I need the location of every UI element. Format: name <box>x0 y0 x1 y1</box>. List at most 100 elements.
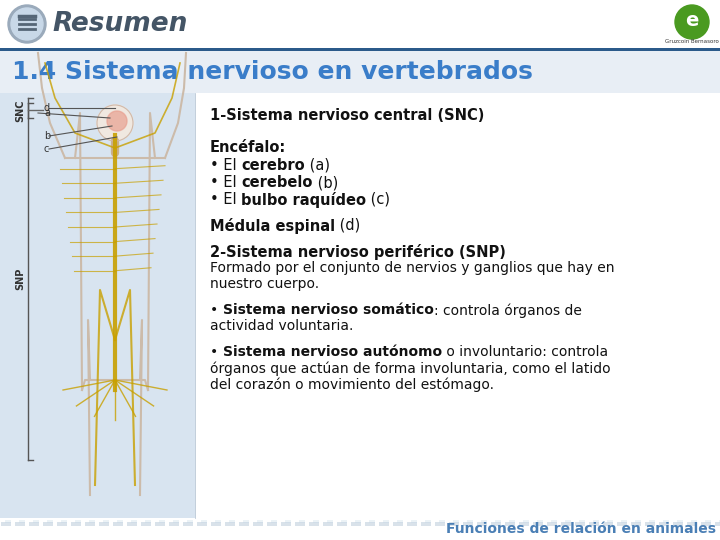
Bar <box>131 520 137 523</box>
Bar <box>285 520 291 523</box>
Bar <box>281 522 291 526</box>
Bar <box>5 520 11 523</box>
Bar <box>439 520 445 523</box>
Bar <box>603 522 613 526</box>
Bar <box>411 520 417 523</box>
Bar <box>0 93 195 518</box>
Bar <box>719 520 720 523</box>
Text: a: a <box>44 108 50 118</box>
Text: cerebro: cerebro <box>241 158 305 173</box>
Bar <box>299 520 305 523</box>
Bar <box>0 93 720 518</box>
Bar <box>575 522 585 526</box>
Bar <box>663 520 669 523</box>
Bar <box>593 520 599 523</box>
Bar <box>523 520 529 523</box>
Text: del corazón o movimiento del estómago.: del corazón o movimiento del estómago. <box>210 377 494 392</box>
Bar <box>449 522 459 526</box>
Circle shape <box>675 5 709 39</box>
Text: SNP: SNP <box>15 268 25 290</box>
Circle shape <box>8 5 46 43</box>
Text: Sistema nervioso autónomo: Sistema nervioso autónomo <box>222 345 442 359</box>
Bar <box>551 520 557 523</box>
Bar <box>561 522 571 526</box>
Bar <box>621 520 627 523</box>
Bar <box>103 520 109 523</box>
Bar <box>547 522 557 526</box>
Bar <box>383 520 389 523</box>
Bar <box>159 520 165 523</box>
Text: 1.4 Sistema nervioso en vertebrados: 1.4 Sistema nervioso en vertebrados <box>12 60 533 84</box>
Bar <box>309 522 319 526</box>
Bar <box>113 522 123 526</box>
Bar <box>0 48 720 51</box>
Bar <box>607 520 613 523</box>
Text: Funciones de relación en animales: Funciones de relación en animales <box>446 522 716 536</box>
Text: (b): (b) <box>312 175 338 190</box>
Bar <box>71 522 81 526</box>
Bar <box>169 522 179 526</box>
Bar <box>327 520 333 523</box>
Bar <box>589 522 599 526</box>
Bar <box>369 520 375 523</box>
Bar <box>495 520 501 523</box>
Bar <box>351 522 361 526</box>
Bar <box>141 522 151 526</box>
Bar <box>691 520 697 523</box>
Bar <box>435 522 445 526</box>
Bar <box>145 520 151 523</box>
Bar <box>533 522 543 526</box>
Bar <box>267 522 277 526</box>
Bar <box>127 522 137 526</box>
Text: (d): (d) <box>335 218 361 233</box>
Circle shape <box>11 8 43 40</box>
Bar <box>99 522 109 526</box>
Bar <box>43 522 53 526</box>
Bar <box>519 522 529 526</box>
Bar <box>491 522 501 526</box>
Bar <box>0 51 720 93</box>
Text: •: • <box>210 303 222 317</box>
Bar <box>323 522 333 526</box>
Bar <box>187 520 193 523</box>
Text: bulbo raquídeo: bulbo raquídeo <box>241 192 366 208</box>
Bar <box>365 522 375 526</box>
Bar <box>477 522 487 526</box>
Bar <box>89 520 95 523</box>
Bar <box>257 520 263 523</box>
Bar <box>229 520 235 523</box>
Bar <box>673 522 683 526</box>
Text: 1-Sistema nervioso central (SNC): 1-Sistema nervioso central (SNC) <box>210 108 485 123</box>
Bar <box>421 522 431 526</box>
Bar <box>253 522 263 526</box>
Bar <box>211 522 221 526</box>
Bar <box>635 520 641 523</box>
Bar <box>243 520 249 523</box>
Bar <box>407 522 417 526</box>
Text: (c): (c) <box>366 192 390 207</box>
Bar <box>337 522 347 526</box>
Bar <box>677 520 683 523</box>
Bar <box>155 522 165 526</box>
Bar <box>19 520 25 523</box>
Bar <box>29 522 39 526</box>
Bar <box>649 520 655 523</box>
Bar <box>117 520 123 523</box>
Text: c: c <box>44 144 50 154</box>
Bar <box>85 522 95 526</box>
Text: cerebelo: cerebelo <box>241 175 312 190</box>
Text: : controla órganos de: : controla órganos de <box>433 303 581 318</box>
Bar <box>701 522 711 526</box>
Bar <box>481 520 487 523</box>
Bar <box>355 520 361 523</box>
Bar <box>645 522 655 526</box>
Bar <box>617 522 627 526</box>
Bar <box>659 522 669 526</box>
Bar <box>509 520 515 523</box>
Bar <box>75 520 81 523</box>
Bar <box>705 520 711 523</box>
Bar <box>379 522 389 526</box>
Bar <box>271 520 277 523</box>
Bar <box>57 522 67 526</box>
Text: • El: • El <box>210 158 241 173</box>
